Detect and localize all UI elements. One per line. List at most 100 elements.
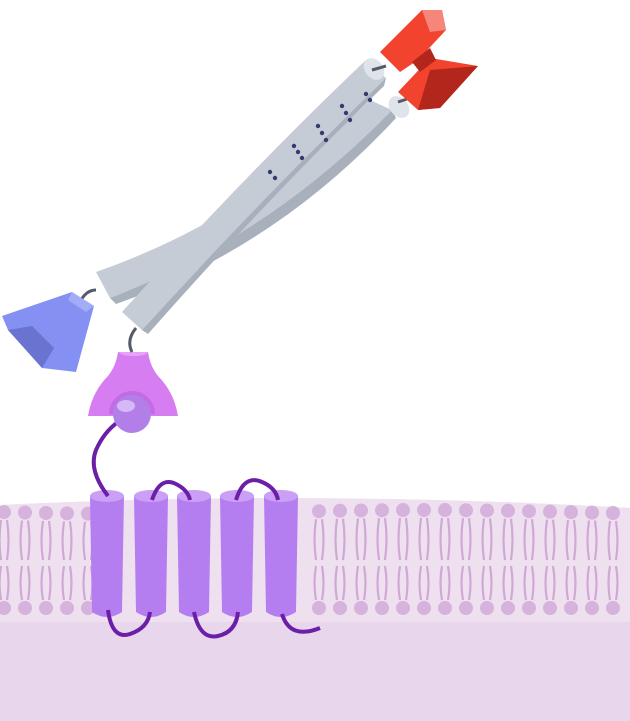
lipid-tail: [61, 521, 66, 561]
lipid-tail: [586, 565, 591, 601]
lipid-head: [417, 601, 431, 615]
helix-top: [264, 490, 298, 502]
lipid-head: [522, 601, 536, 615]
lipid-tail: [593, 520, 598, 561]
lipid-tail: [313, 565, 318, 601]
lipid-tail: [523, 519, 528, 561]
lipid-head: [501, 503, 515, 518]
lipid-tail: [5, 565, 10, 601]
rod-dot: [295, 149, 301, 155]
lipid-tail: [502, 518, 507, 561]
lipid-tail: [418, 517, 423, 561]
cap-shade: [118, 352, 148, 356]
lipid-head: [375, 601, 389, 615]
lipid-head: [606, 601, 620, 615]
lipid-tail: [488, 518, 493, 561]
lipid-tail: [565, 519, 570, 561]
lipid-tail: [362, 565, 367, 601]
helix-top: [177, 490, 211, 502]
rod-dot: [299, 155, 305, 161]
lipid-tail: [460, 518, 465, 561]
lipid-head: [39, 601, 53, 615]
lipid-tail: [19, 565, 24, 601]
lipid-tail: [460, 565, 465, 601]
lipid-tail: [502, 565, 507, 601]
lipid-tail: [47, 520, 52, 561]
lipid-head: [438, 601, 452, 615]
rod-dot: [315, 123, 321, 129]
lipid-head: [417, 503, 431, 517]
lipid-tail: [376, 565, 381, 601]
lipid-tail: [341, 518, 346, 561]
lipid-head: [480, 601, 494, 615]
lipid-tail: [26, 520, 31, 561]
lipid-head: [0, 505, 11, 520]
lipid-head: [60, 506, 74, 521]
lipid-head: [396, 601, 410, 615]
lipid-tail: [404, 565, 409, 601]
extracellular-loop: [234, 478, 280, 501]
transmembrane-helix: [90, 496, 124, 617]
rod-dot: [343, 110, 349, 116]
cap-dome: [88, 352, 178, 416]
lipid-tail: [383, 518, 388, 561]
block-light-edge: [68, 292, 94, 312]
lipid-head: [522, 504, 536, 519]
lipid-tail: [5, 519, 10, 561]
lipid-head: [0, 601, 11, 615]
lipid-tail: [614, 520, 619, 561]
lipid-head: [438, 503, 452, 518]
lipid-head: [480, 503, 494, 518]
transmembrane-helix: [220, 496, 254, 617]
lipid-tail: [313, 519, 318, 561]
rod-end-cap: [388, 96, 410, 118]
lipid-tail: [355, 565, 360, 601]
connector-line: [371, 64, 387, 72]
lipid-tail: [586, 520, 591, 561]
helix-top: [134, 490, 168, 502]
lipid-tail: [467, 518, 472, 561]
lipid-tail: [47, 565, 52, 601]
lipid-tail: [565, 565, 570, 601]
lipid-head: [354, 503, 368, 518]
transmembrane-receptor: [90, 420, 321, 639]
lipid-tail: [320, 565, 325, 601]
transmembrane-helix: [177, 496, 211, 617]
lipid-tail: [551, 519, 556, 561]
rod-dot: [339, 103, 345, 109]
clamp-notch: [412, 48, 436, 72]
lipid-head: [312, 601, 326, 615]
lipid-tail: [551, 565, 556, 601]
lipid-tail: [481, 518, 486, 561]
helix-group: [90, 490, 298, 617]
lipid-tail: [341, 565, 346, 601]
lipid-tail: [439, 517, 444, 561]
lipid-head: [81, 601, 95, 615]
lipid-head: [564, 601, 578, 615]
lipid-tail: [355, 518, 360, 561]
rod-upper: [122, 60, 386, 330]
crossed-rods: [96, 58, 410, 334]
lipid-head: [459, 601, 473, 615]
cap-bead-rim: [109, 391, 155, 415]
lipid-tail: [376, 518, 381, 561]
rod-dot: [323, 137, 329, 143]
lipid-tail: [488, 565, 493, 601]
rod-dot: [291, 143, 297, 149]
lipid-tail: [607, 520, 612, 561]
lipid-head: [501, 601, 515, 615]
lipid-tail: [523, 565, 528, 601]
lipid-tail: [0, 565, 3, 601]
lipid-tail: [425, 517, 430, 561]
block-shadow: [8, 326, 54, 368]
blue-block: [2, 288, 97, 372]
lipid-tail: [334, 565, 339, 601]
block-face: [2, 292, 94, 372]
lipid-tail: [404, 517, 409, 561]
lipid-tail: [320, 519, 325, 561]
lipid-tail: [509, 518, 514, 561]
lipid-head: [333, 503, 347, 518]
lipid-tail: [68, 565, 73, 601]
